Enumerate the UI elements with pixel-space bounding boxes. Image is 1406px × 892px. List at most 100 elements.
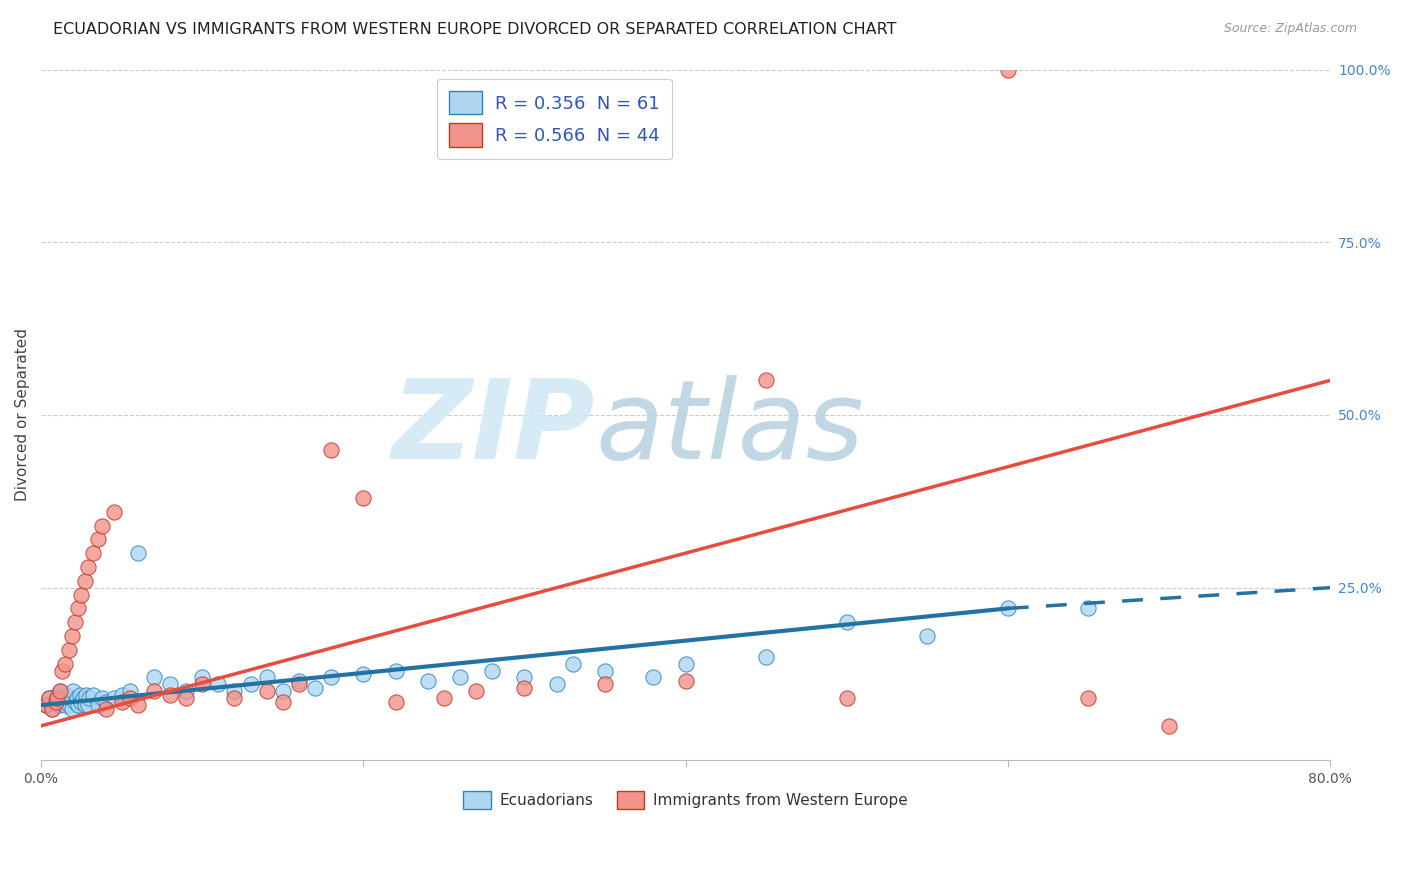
Point bbox=[1077, 601, 1099, 615]
Point bbox=[76, 560, 98, 574]
Point bbox=[56, 688, 79, 702]
Point bbox=[191, 677, 214, 691]
Point bbox=[384, 664, 406, 678]
Point bbox=[38, 691, 60, 706]
Point bbox=[321, 671, 343, 685]
Point bbox=[91, 518, 114, 533]
Point bbox=[239, 677, 262, 691]
Point bbox=[593, 677, 616, 691]
Point bbox=[643, 671, 665, 685]
Point bbox=[59, 691, 82, 706]
Point bbox=[103, 691, 125, 706]
Point bbox=[449, 671, 471, 685]
Text: ZIP: ZIP bbox=[392, 376, 595, 483]
Point bbox=[433, 691, 456, 706]
Point bbox=[60, 701, 83, 715]
Point bbox=[35, 698, 58, 712]
Point bbox=[224, 684, 246, 698]
Y-axis label: Divorced or Separated: Divorced or Separated bbox=[15, 328, 30, 501]
Point bbox=[67, 698, 90, 712]
Point bbox=[835, 691, 858, 706]
Point bbox=[288, 673, 311, 688]
Point bbox=[65, 691, 87, 706]
Point bbox=[60, 629, 83, 643]
Point bbox=[224, 691, 246, 706]
Point bbox=[76, 698, 98, 712]
Point bbox=[118, 691, 141, 706]
Point bbox=[49, 684, 72, 698]
Point bbox=[41, 701, 63, 715]
Point bbox=[675, 673, 697, 688]
Point bbox=[79, 691, 101, 706]
Point bbox=[997, 601, 1019, 615]
Point bbox=[191, 671, 214, 685]
Point bbox=[481, 664, 503, 678]
Point bbox=[62, 684, 84, 698]
Point bbox=[127, 546, 149, 560]
Point bbox=[755, 373, 778, 387]
Point bbox=[94, 695, 117, 709]
Point bbox=[72, 691, 94, 706]
Point bbox=[58, 643, 80, 657]
Point bbox=[142, 684, 165, 698]
Point bbox=[915, 629, 938, 643]
Point bbox=[159, 688, 181, 702]
Point bbox=[835, 615, 858, 630]
Point bbox=[288, 677, 311, 691]
Point bbox=[69, 688, 91, 702]
Point bbox=[94, 701, 117, 715]
Point bbox=[384, 695, 406, 709]
Point bbox=[86, 698, 108, 712]
Point bbox=[51, 695, 73, 709]
Point bbox=[70, 588, 93, 602]
Point bbox=[675, 657, 697, 671]
Point bbox=[75, 688, 97, 702]
Point bbox=[465, 684, 488, 698]
Point bbox=[63, 615, 86, 630]
Point bbox=[48, 698, 70, 712]
Point bbox=[67, 601, 90, 615]
Point bbox=[91, 691, 114, 706]
Point bbox=[593, 664, 616, 678]
Point bbox=[103, 505, 125, 519]
Point bbox=[63, 695, 86, 709]
Text: atlas: atlas bbox=[595, 376, 863, 483]
Point bbox=[352, 491, 374, 505]
Point bbox=[142, 671, 165, 685]
Point bbox=[561, 657, 583, 671]
Point bbox=[111, 695, 134, 709]
Text: ECUADORIAN VS IMMIGRANTS FROM WESTERN EUROPE DIVORCED OR SEPARATED CORRELATION C: ECUADORIAN VS IMMIGRANTS FROM WESTERN EU… bbox=[53, 22, 897, 37]
Point bbox=[256, 671, 278, 685]
Point bbox=[352, 667, 374, 681]
Point bbox=[38, 691, 60, 706]
Point bbox=[546, 677, 568, 691]
Point bbox=[416, 673, 439, 688]
Point bbox=[46, 688, 69, 702]
Point bbox=[70, 695, 93, 709]
Point bbox=[45, 695, 67, 709]
Point bbox=[53, 698, 76, 712]
Point bbox=[46, 691, 69, 706]
Point bbox=[118, 684, 141, 698]
Point bbox=[321, 442, 343, 457]
Point bbox=[41, 701, 63, 715]
Point bbox=[304, 681, 326, 695]
Point bbox=[174, 691, 197, 706]
Legend: Ecuadorians, Immigrants from Western Europe: Ecuadorians, Immigrants from Western Eur… bbox=[457, 785, 914, 815]
Point bbox=[53, 657, 76, 671]
Text: Source: ZipAtlas.com: Source: ZipAtlas.com bbox=[1223, 22, 1357, 36]
Point bbox=[1157, 719, 1180, 733]
Point bbox=[513, 671, 536, 685]
Point bbox=[997, 62, 1019, 77]
Point bbox=[127, 698, 149, 712]
Point bbox=[49, 684, 72, 698]
Point bbox=[82, 688, 104, 702]
Point bbox=[271, 695, 294, 709]
Point bbox=[73, 698, 96, 712]
Point bbox=[51, 664, 73, 678]
Point bbox=[52, 691, 75, 706]
Point bbox=[86, 533, 108, 547]
Point bbox=[174, 684, 197, 698]
Point bbox=[111, 688, 134, 702]
Point bbox=[73, 574, 96, 588]
